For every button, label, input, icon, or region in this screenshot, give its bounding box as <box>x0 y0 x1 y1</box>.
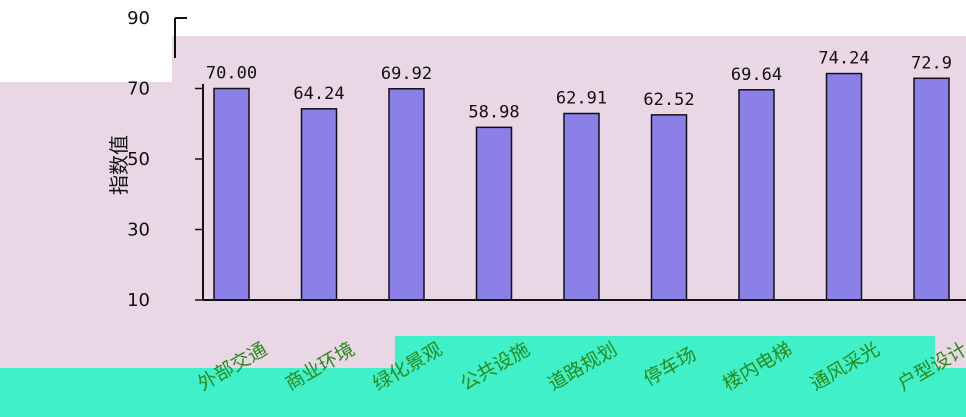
bar <box>475 126 513 301</box>
data-label: 62.52 <box>643 90 694 110</box>
data-labels-layer: 70.00 64.24 69.92 58.98 62.91 62.52 69.64 74.24… <box>206 49 952 123</box>
y-axis-title: 指数值 <box>107 135 131 195</box>
y-tick-label: 90 <box>127 8 150 29</box>
data-label: 64.24 <box>293 84 344 104</box>
data-label: 72.9 <box>911 53 952 73</box>
y-tick-label: 70 <box>127 79 150 100</box>
data-label: 69.92 <box>381 64 432 84</box>
y-tick-label: 10 <box>127 290 150 311</box>
bars-layer <box>213 72 950 301</box>
bar <box>913 77 950 301</box>
y-tick-label: 50 <box>127 149 150 170</box>
bottom-band <box>0 368 966 417</box>
data-label: 69.64 <box>731 65 782 85</box>
data-label: 74.24 <box>818 49 869 69</box>
bottom-band-top <box>395 336 935 370</box>
y-tick-label: 30 <box>127 220 150 241</box>
data-label: 58.98 <box>468 102 519 122</box>
bar <box>738 89 775 301</box>
y-axis: 10 30 50 70 90 <box>127 8 966 311</box>
bar <box>563 112 600 301</box>
data-label: 70.00 <box>206 64 257 84</box>
data-label: 62.91 <box>556 88 607 108</box>
bar <box>825 72 863 301</box>
bar <box>300 108 338 301</box>
bar <box>650 114 688 301</box>
bar <box>213 87 250 301</box>
bar <box>388 88 425 301</box>
